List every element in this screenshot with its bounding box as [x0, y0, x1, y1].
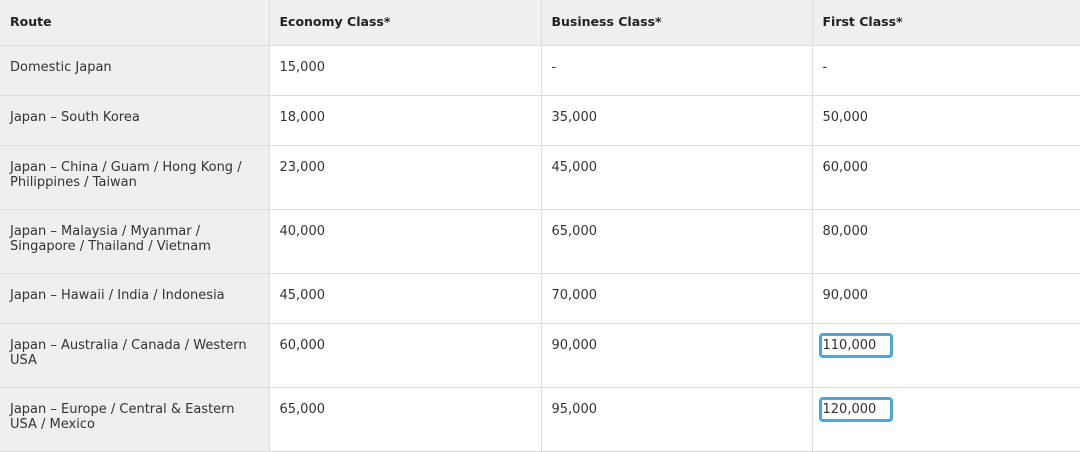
first-cell: 120,000	[811, 387, 1080, 452]
economy-cell: 40,000	[268, 209, 542, 274]
first-cell: 60,000	[811, 145, 1080, 210]
first-cell: 80,000	[811, 209, 1080, 274]
route-cell: Japan – Malaysia / Myanmar / Singapore /…	[0, 209, 270, 274]
first-cell: -	[811, 45, 1080, 96]
economy-cell: 45,000	[268, 273, 542, 324]
header-row: Route Economy Class* Business Class* Fir…	[0, 0, 1080, 46]
table-row: Japan – Europe / Central & Eastern USA /…	[0, 387, 1080, 452]
business-cell: 45,000	[540, 145, 813, 210]
economy-cell: 60,000	[268, 323, 542, 388]
business-cell: -	[540, 45, 813, 96]
header-business: Business Class*	[540, 0, 813, 46]
table-row: Domestic Japan 15,000- -	[0, 45, 1080, 96]
header-first: First Class*	[811, 0, 1080, 46]
header-route: Route	[0, 0, 270, 46]
first-cell: 50,000	[811, 95, 1080, 146]
table-row: Japan – Malaysia / Myanmar / Singapore /…	[0, 209, 1080, 274]
business-cell: 90,000	[540, 323, 813, 388]
header-economy: Economy Class*	[268, 0, 542, 46]
economy-cell: 18,000	[268, 95, 542, 146]
economy-cell: 65,000	[268, 387, 542, 452]
table-row: Japan – Hawaii / India / Indonesia 45,000…	[0, 273, 1080, 324]
business-cell: 95,000	[540, 387, 813, 452]
table-row: Japan – South Korea 18,000 35,000 50,000	[0, 95, 1080, 146]
business-cell: 70,000	[540, 273, 813, 324]
route-cell: Domestic Japan	[0, 45, 270, 96]
highlighted-value: 120,000	[818, 397, 894, 422]
route-cell: Japan – China / Guam / Hong Kong / Phili…	[0, 145, 270, 210]
table-row: Japan – Australia / Canada / Western USA…	[0, 323, 1080, 388]
first-cell: 90,000	[811, 273, 1080, 324]
highlighted-value: 110,000	[818, 333, 894, 358]
route-cell: Japan – South Korea	[0, 95, 270, 146]
route-cell: Japan – Hawaii / India / Indonesia	[0, 273, 270, 324]
table-row: Japan – China / Guam / Hong Kong / Phili…	[0, 145, 1080, 210]
route-cell: Japan – Australia / Canada / Western USA	[0, 323, 270, 388]
route-cell: Japan – Europe / Central & Eastern USA /…	[0, 387, 270, 452]
economy-cell: 23,000	[268, 145, 542, 210]
first-cell: 110,000	[811, 323, 1080, 388]
economy-cell: 15,000	[268, 45, 542, 96]
business-cell: 65,000	[540, 209, 813, 274]
business-cell: 35,000	[540, 95, 813, 146]
